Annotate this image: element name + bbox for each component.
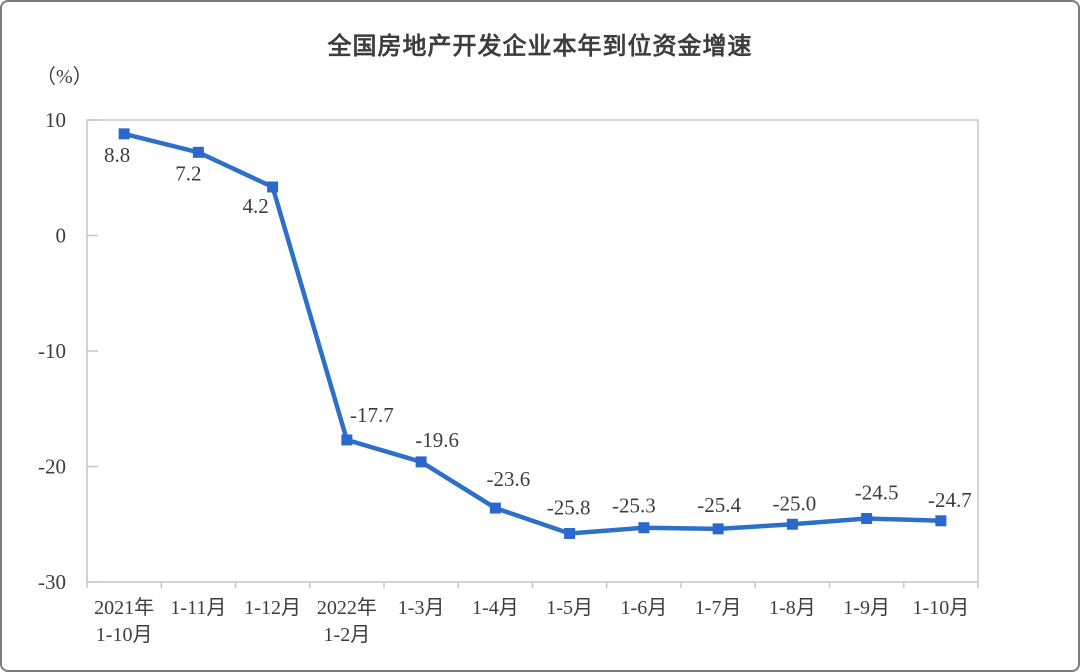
data-point-label: -19.6 bbox=[415, 428, 459, 452]
data-point-label: 8.8 bbox=[104, 143, 130, 167]
x-tick-label: 2022年 1-2月 bbox=[317, 596, 377, 646]
data-point-label: 4.2 bbox=[243, 194, 269, 218]
data-point-marker bbox=[564, 527, 576, 539]
y-tick-label: -10 bbox=[38, 339, 66, 363]
x-tick-label: 1-10月 bbox=[913, 597, 970, 619]
data-point-label: -25.3 bbox=[612, 494, 656, 518]
x-tick-label: 1-9月 bbox=[843, 597, 890, 619]
x-tick-label: 1-3月 bbox=[398, 597, 445, 619]
data-point-label: 7.2 bbox=[175, 161, 201, 185]
data-point-label: -25.4 bbox=[697, 493, 741, 517]
y-axis-unit-label: （%） bbox=[36, 66, 93, 88]
chart-title: 全国房地产开发企业本年到位资金增速 bbox=[327, 33, 753, 60]
data-point-label: -24.7 bbox=[928, 488, 972, 512]
x-tick-label: 1-12月 bbox=[244, 597, 301, 619]
data-point-label: -25.0 bbox=[773, 491, 817, 515]
y-tick-label: -30 bbox=[38, 570, 66, 594]
data-point-label: -24.5 bbox=[855, 480, 899, 504]
x-tick-label: 1-5月 bbox=[546, 597, 593, 619]
x-tick-label: 2021年 1-10月 bbox=[94, 596, 154, 646]
data-point-label: -17.7 bbox=[350, 403, 394, 427]
data-point-marker bbox=[712, 523, 724, 535]
data-point-marker bbox=[489, 502, 501, 514]
x-tick-label: 1-7月 bbox=[695, 597, 742, 619]
data-point-marker bbox=[415, 456, 427, 468]
data-point-label: -23.6 bbox=[487, 467, 531, 491]
x-tick-label: 1-8月 bbox=[769, 597, 816, 619]
y-tick-label: 0 bbox=[56, 224, 67, 248]
x-tick-label: 1-11月 bbox=[170, 597, 226, 619]
data-point-marker bbox=[861, 512, 873, 524]
data-point-marker bbox=[341, 434, 353, 446]
data-point-marker bbox=[192, 146, 204, 158]
x-tick-label: 1-6月 bbox=[621, 597, 668, 619]
y-tick-label: -20 bbox=[38, 455, 66, 479]
y-tick-label: 10 bbox=[45, 108, 66, 132]
x-tick-label: 1-4月 bbox=[472, 597, 519, 619]
data-point-marker bbox=[267, 181, 279, 193]
data-series-line bbox=[123, 131, 941, 536]
data-point-marker bbox=[786, 518, 798, 530]
data-point-marker bbox=[935, 515, 947, 527]
plot-area-border bbox=[86, 119, 979, 583]
data-point-label: -25.8 bbox=[547, 495, 591, 519]
data-point-marker bbox=[638, 522, 650, 534]
data-point-marker bbox=[118, 128, 130, 140]
